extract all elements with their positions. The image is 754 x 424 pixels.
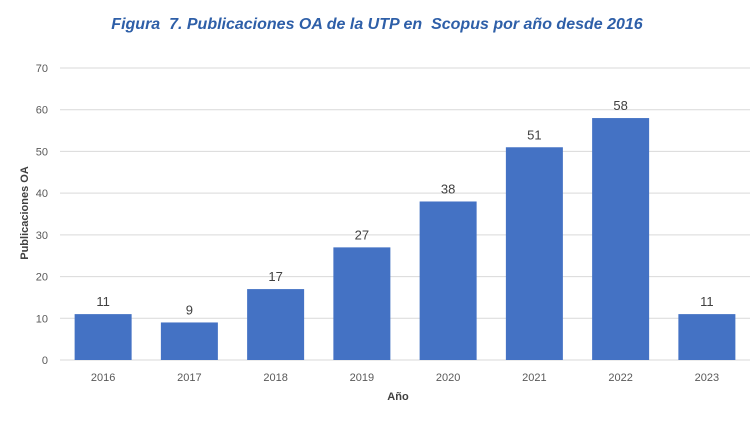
data-label-2018: 17 (268, 269, 282, 284)
y-tick-label: 10 (36, 313, 48, 325)
bar-2016 (74, 314, 132, 360)
x-axis-label: Año (387, 391, 409, 403)
data-label-2022: 58 (613, 98, 627, 113)
data-label-2023: 11 (700, 294, 714, 309)
bars (74, 118, 736, 360)
data-label-2017: 9 (186, 302, 193, 317)
x-tick-label-2022: 2022 (608, 372, 632, 384)
x-tick-label-2018: 2018 (263, 372, 287, 384)
y-tick-label: 50 (36, 146, 48, 158)
bar-2023 (678, 314, 736, 360)
bar-2022 (592, 118, 650, 360)
y-tick-label: 20 (36, 272, 48, 284)
x-tick-label-2020: 2020 (436, 372, 460, 384)
y-tick-label: 40 (36, 188, 48, 200)
bar-2017 (160, 322, 218, 360)
data-label-2019: 27 (355, 227, 369, 242)
y-tick-label: 30 (36, 230, 48, 242)
y-tick-label: 70 (36, 63, 48, 75)
data-label-2020: 38 (441, 181, 455, 196)
bar-2019 (333, 247, 391, 360)
data-label-2021: 51 (527, 127, 541, 142)
x-tick-label-2019: 2019 (350, 372, 374, 384)
data-label-2016: 11 (96, 294, 110, 309)
y-tick-label: 60 (36, 105, 48, 117)
data-labels: 11 9 17 27 38 51 58 11 (96, 98, 713, 317)
y-tick-label: 0 (42, 355, 48, 367)
x-tick-label-2021: 2021 (522, 372, 546, 384)
y-axis-ticks: 0 10 20 30 40 50 60 70 (36, 63, 48, 367)
bar-2021 (505, 147, 563, 360)
bar-2020 (419, 201, 477, 360)
x-axis-ticks: 2016 2017 2018 2019 2020 2021 2022 2023 (91, 372, 719, 384)
y-axis-label: Publicaciones OA (19, 166, 31, 260)
x-tick-label-2017: 2017 (177, 372, 201, 384)
x-tick-label-2023: 2023 (695, 372, 719, 384)
chart-title: Figura 7. Publicaciones OA de la UTP en … (111, 16, 643, 33)
x-tick-label-2016: 2016 (91, 372, 115, 384)
bar-2018 (247, 289, 305, 360)
